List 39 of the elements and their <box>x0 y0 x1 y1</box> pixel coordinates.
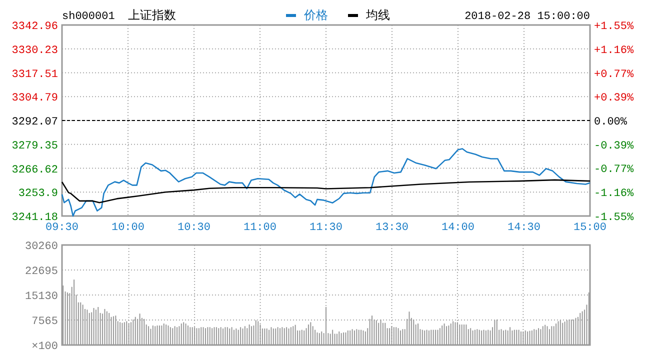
x-tick-label: 14:00 <box>441 222 475 234</box>
x-tick-label: 11:00 <box>243 222 277 234</box>
y-tick-label: 22695 <box>24 266 58 278</box>
y2-tick-label: -1.16% <box>594 188 634 200</box>
x-tick-label: 10:30 <box>177 222 211 234</box>
x-tick-label: 11:30 <box>309 222 343 234</box>
y2-tick-label: +1.55% <box>594 21 634 33</box>
y2-tick-label: +1.16% <box>594 45 634 58</box>
x-tick-label: 14:30 <box>507 222 541 234</box>
y-tick-label: 3241.18 <box>12 212 58 224</box>
y2-tick-label: -0.77% <box>594 164 634 176</box>
y-tick-label: 15130 <box>24 291 58 303</box>
line-series <box>61 148 591 217</box>
y-tick-label: 3330.23 <box>12 44 58 57</box>
y-tick-label: 30260 <box>24 241 58 253</box>
y2-tick-label: -0.39% <box>594 140 634 153</box>
chart-title: 上证指数 <box>128 8 176 22</box>
text: 2018-02-28 15:00:00 <box>464 11 590 23</box>
legend-label: 均线 <box>365 8 390 22</box>
y-tick-label: 3253.9 <box>18 188 58 200</box>
y2-tick-label: +0.77% <box>594 69 634 82</box>
x-tick-label: 13:30 <box>375 222 409 234</box>
y2-tick-label: 0.00% <box>594 116 628 128</box>
x-tick-label: 10:00 <box>111 222 145 234</box>
x-tick-label: 09:30 <box>45 222 79 234</box>
legend-label: 价格 <box>303 8 328 22</box>
y-tick-label: 3266.62 <box>12 164 58 176</box>
text: sh000001 <box>62 11 116 23</box>
y2-tick-label: +0.39% <box>594 92 634 104</box>
y-tick-label: 3317.51 <box>12 68 58 81</box>
y-axis-title: ×100 <box>32 341 58 353</box>
y-tick-label: 3292.07 <box>12 116 58 128</box>
y-tick-label: 3304.79 <box>12 92 58 105</box>
line-series <box>61 179 591 204</box>
y-tick-label: 3342.96 <box>12 21 58 33</box>
y-tick-label: 3279.35 <box>12 140 58 152</box>
y2-tick-label: -1.55% <box>594 212 634 224</box>
y-tick-label: 7565 <box>32 316 58 328</box>
x-tick-label: 15:00 <box>573 222 607 234</box>
